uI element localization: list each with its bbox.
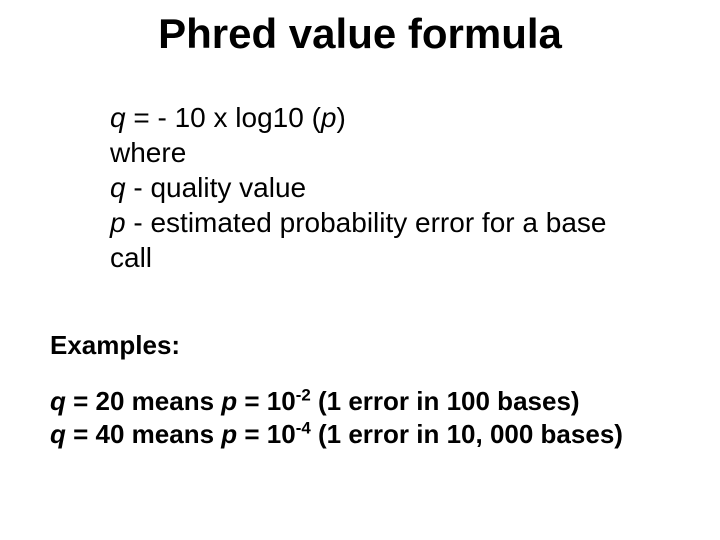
examples-heading: Examples:: [50, 330, 180, 361]
examples-block: q = 20 means p = 10-2 (1 error in 100 ba…: [50, 385, 623, 450]
example-text: = 10: [237, 386, 296, 416]
var-p: p: [221, 419, 237, 449]
var-p: p: [321, 102, 337, 133]
example-text: = 40 means: [66, 419, 221, 449]
q-def-line: q - quality value: [110, 170, 650, 205]
var-p: p: [110, 207, 126, 238]
formula-line: q = - 10 x log10 (p): [110, 100, 650, 135]
exponent: -4: [296, 418, 311, 437]
example-row: q = 40 means p = 10-4 (1 error in 10, 00…: [50, 418, 623, 451]
slide: Phred value formula q = - 10 x log10 (p)…: [0, 0, 720, 540]
var-q: q: [50, 386, 66, 416]
formula-block: q = - 10 x log10 (p) where q - quality v…: [110, 100, 650, 275]
var-q: q: [50, 419, 66, 449]
var-q: q: [110, 172, 126, 203]
var-p: p: [221, 386, 237, 416]
exponent: -2: [296, 385, 311, 404]
example-text: = 10: [237, 419, 296, 449]
example-text: = 20 means: [66, 386, 221, 416]
slide-title: Phred value formula: [0, 10, 720, 58]
p-def-text: - estimated probability error for a base…: [110, 207, 606, 273]
example-row: q = 20 means p = 10-2 (1 error in 100 ba…: [50, 385, 623, 418]
var-q: q: [110, 102, 126, 133]
q-def-text: - quality value: [126, 172, 307, 203]
p-def-line: p - estimated probability error for a ba…: [110, 205, 650, 275]
formula-text-end: ): [337, 102, 346, 133]
example-tail: (1 error in 10, 000 bases): [311, 419, 623, 449]
example-tail: (1 error in 100 bases): [311, 386, 580, 416]
formula-text: = - 10 x log10 (: [126, 102, 321, 133]
where-line: where: [110, 135, 650, 170]
